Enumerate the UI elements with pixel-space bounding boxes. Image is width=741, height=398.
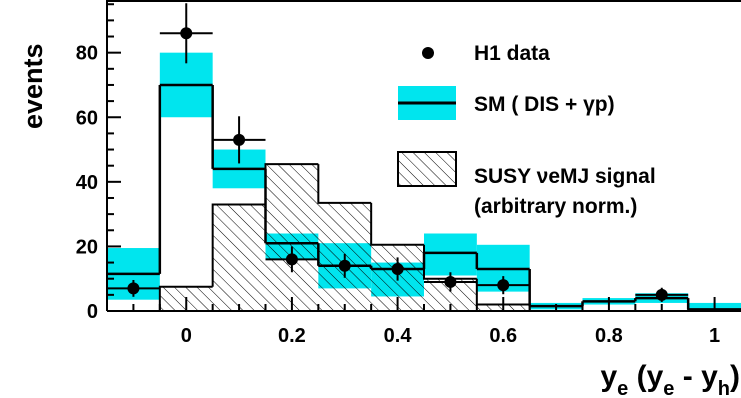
- data-point-marker: [233, 133, 246, 146]
- data-point: [371, 257, 424, 281]
- y-axis-title: events: [18, 43, 48, 129]
- data-point: [107, 280, 160, 297]
- legend: H1 data SM ( DIS + γp) SUSY νeMJ signal …: [397, 42, 656, 218]
- y-tick-label: 20: [76, 236, 98, 258]
- legend-susy-label-line2: (arbitrary norm.): [474, 195, 637, 218]
- sm-band-bin: [424, 233, 477, 276]
- h1-data-points: [107, 3, 689, 302]
- x-tick-label: 0.8: [595, 325, 623, 347]
- data-point: [318, 253, 372, 278]
- data-point-marker: [497, 279, 510, 292]
- y-tick-label: 40: [76, 172, 98, 194]
- data-point: [424, 272, 477, 292]
- legend-sm-label: SM ( DIS + γp): [474, 93, 615, 116]
- x-title-sub-e1: e: [617, 378, 628, 398]
- data-point-marker: [655, 288, 668, 301]
- x-title-sub-e2: e: [663, 378, 674, 398]
- x-ticks: 0 0.2 0.4 0.6 0.8 1: [132, 297, 720, 347]
- x-title-close: ): [730, 360, 740, 393]
- x-tick-label: 1: [709, 325, 720, 347]
- x-axis-title: ye (ye - yh): [600, 360, 740, 398]
- x-tick-label: 0.4: [384, 325, 413, 347]
- x-tick-label: 0: [181, 325, 192, 347]
- data-point: [635, 287, 689, 302]
- x-title-y: y: [600, 360, 617, 393]
- y-tick-label: 0: [87, 301, 98, 323]
- data-point-marker: [391, 263, 404, 276]
- y-ticks: 0 20 40 60 80: [76, 3, 121, 323]
- data-point: [159, 3, 213, 64]
- x-title-sub-h: h: [718, 378, 730, 398]
- data-point-marker: [338, 259, 351, 272]
- data-point: [476, 276, 530, 295]
- data-point: [212, 116, 266, 164]
- y-tick-label: 60: [76, 107, 98, 129]
- legend-data-label: H1 data: [474, 42, 550, 65]
- legend-susy-label: SUSY νeMJ signal: [474, 165, 656, 188]
- data-point-marker: [180, 27, 193, 40]
- legend-entry-susy: SUSY νeMJ signal (arbitrary norm.): [397, 151, 656, 218]
- legend-entry-sm: SM ( DIS + γp): [398, 86, 615, 120]
- legend-data-marker: [422, 47, 434, 59]
- data-point-marker: [444, 275, 457, 288]
- x-tick-label: 0.2: [278, 325, 306, 347]
- data-point-marker: [285, 253, 298, 266]
- legend-susy-swatch: [397, 151, 457, 187]
- x-title-mid: - y: [674, 360, 718, 393]
- data-point: [265, 246, 319, 273]
- susy-signal-outline: [107, 163, 741, 311]
- x-tick-label: 0.6: [489, 325, 517, 347]
- data-point-marker: [127, 282, 140, 295]
- y-tick-label: 80: [76, 43, 98, 65]
- legend-entry-data: H1 data: [422, 42, 550, 65]
- x-title-open: (y: [628, 360, 663, 393]
